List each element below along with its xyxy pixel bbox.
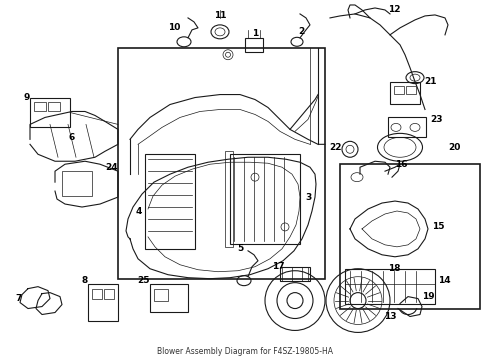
Bar <box>154 289 168 301</box>
Text: 2: 2 <box>298 27 304 36</box>
Text: 17: 17 <box>272 262 285 271</box>
Bar <box>225 151 233 247</box>
Text: 19: 19 <box>422 292 435 301</box>
Text: 9: 9 <box>24 93 30 102</box>
Bar <box>388 117 426 138</box>
Text: 18: 18 <box>388 264 400 273</box>
Text: 24: 24 <box>105 163 118 172</box>
Bar <box>118 48 325 279</box>
Bar <box>92 289 102 298</box>
Text: 16: 16 <box>395 160 408 169</box>
Text: 11: 11 <box>214 12 226 21</box>
Bar <box>88 284 118 321</box>
Bar <box>34 102 46 112</box>
Text: 22: 22 <box>329 143 342 152</box>
Bar <box>62 171 92 196</box>
Text: 21: 21 <box>424 77 437 86</box>
Text: 23: 23 <box>430 115 442 124</box>
Text: 20: 20 <box>448 143 461 152</box>
Text: 14: 14 <box>438 276 451 285</box>
Text: 6: 6 <box>68 133 74 142</box>
Bar <box>245 38 263 52</box>
Text: 15: 15 <box>432 222 444 231</box>
Text: 1: 1 <box>252 29 258 38</box>
Bar <box>145 154 195 249</box>
Text: 5: 5 <box>237 244 243 253</box>
Text: Blower Assembly Diagram for F4SZ-19805-HA: Blower Assembly Diagram for F4SZ-19805-H… <box>157 347 333 356</box>
Text: 13: 13 <box>384 312 396 321</box>
Bar <box>390 82 420 104</box>
Bar <box>30 98 70 127</box>
Bar <box>394 86 404 94</box>
Text: 4: 4 <box>136 207 142 216</box>
Text: 12: 12 <box>388 5 400 14</box>
Text: 25: 25 <box>138 276 150 285</box>
Text: 10: 10 <box>168 23 180 32</box>
Bar <box>150 284 188 311</box>
Bar <box>230 154 300 244</box>
Bar <box>48 102 60 112</box>
Bar <box>406 86 416 94</box>
Bar <box>340 164 480 309</box>
Bar <box>345 269 435 303</box>
Text: 8: 8 <box>82 276 88 285</box>
Bar <box>104 289 114 298</box>
Bar <box>280 267 310 281</box>
Text: 7: 7 <box>16 294 22 303</box>
Text: 3: 3 <box>305 193 311 202</box>
